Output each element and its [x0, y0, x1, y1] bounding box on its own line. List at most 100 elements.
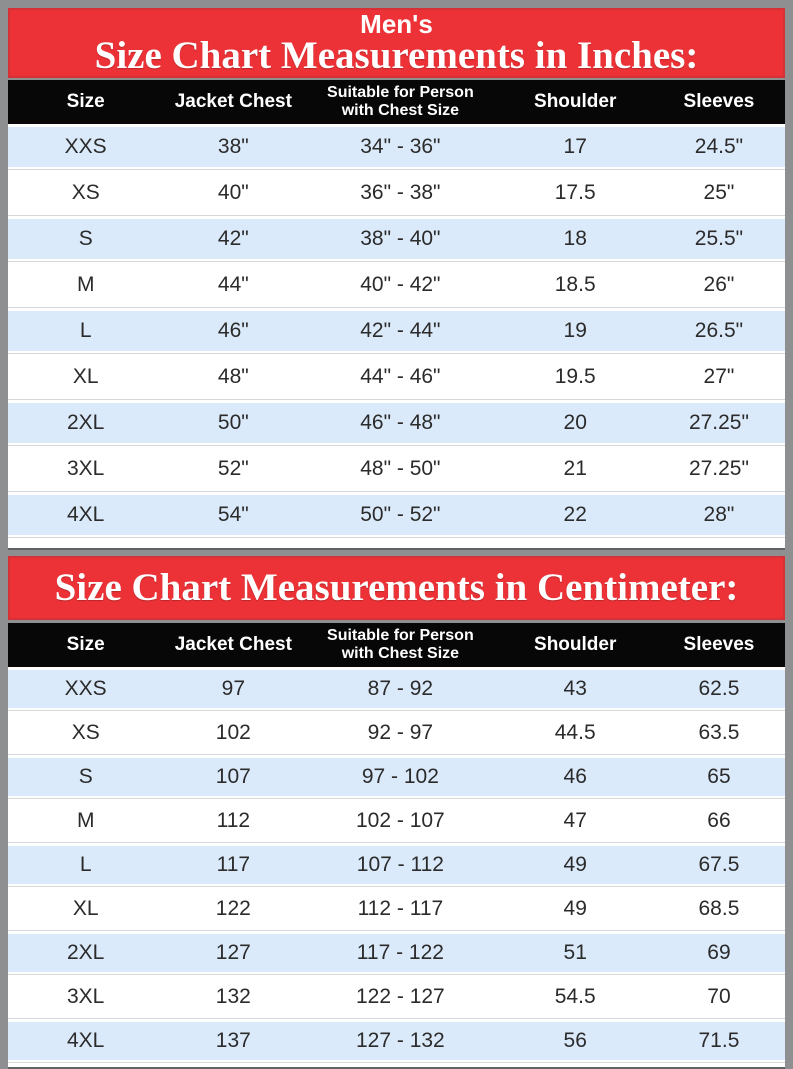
table-cell: 48" — [163, 353, 304, 400]
table-cell: 44" — [163, 261, 304, 308]
table-cell: 50" — [163, 399, 304, 446]
table-cell: 66 — [652, 798, 785, 843]
table-cell: 48" - 50" — [303, 445, 498, 492]
table-cell: 27.25" — [652, 399, 785, 446]
table-cell: L — [8, 307, 164, 354]
table-cell: 44.5 — [497, 710, 653, 755]
table-cell: 127 - 132 — [303, 1018, 498, 1063]
table-row: L 46" 42" - 44" 19 26.5" — [8, 307, 785, 354]
inches-table-header: Size Jacket Chest Suitable for Person with… — [8, 80, 785, 124]
table-cell: 27.25" — [652, 445, 785, 492]
cm-table-block: Size Jacket Chest Suitable for Person with… — [8, 623, 785, 1069]
table-cell: 40" — [163, 169, 304, 216]
table-cell: 21 — [497, 445, 653, 492]
table-cell: 92 - 97 — [303, 710, 498, 755]
table-cell: 87 - 92 — [303, 667, 498, 711]
inches-table-footer-strip — [8, 538, 785, 550]
table-row: 4XL 54" 50" - 52" 22 28" — [8, 491, 785, 538]
table-row: XS 40" 36" - 38" 17.5 25" — [8, 169, 785, 216]
table-cell: 26" — [652, 261, 785, 308]
table-cell: 3XL — [8, 974, 164, 1019]
column-header: Shoulder — [497, 80, 653, 124]
column-header: Size — [8, 623, 164, 667]
table-cell: 51 — [497, 930, 653, 975]
table-cell: S — [8, 215, 164, 262]
table-cell: 137 — [163, 1018, 304, 1063]
table-cell: 107 - 112 — [303, 842, 498, 887]
table-cell: 46 — [497, 754, 653, 799]
inches-table-body: XXS 38" 34" - 36" 17 24.5" XS 40" 36" - 38" 17.5… — [8, 124, 785, 538]
table-cell: 25" — [652, 169, 785, 216]
table-cell: 112 - 117 — [303, 886, 498, 931]
table-cell: 71.5 — [652, 1018, 785, 1063]
table-cell: 68.5 — [652, 886, 785, 931]
table-cell: 42" - 44" — [303, 307, 498, 354]
inches-title-banner: Men's Size Chart Measurements in Inches: — [8, 8, 785, 78]
table-cell: 107 — [163, 754, 304, 799]
table-row: S 42" 38" - 40" 18 25.5" — [8, 215, 785, 262]
table-cell: 46" — [163, 307, 304, 354]
table-cell: 44" - 46" — [303, 353, 498, 400]
table-cell: 3XL — [8, 445, 164, 492]
table-cell: 117 — [163, 842, 304, 887]
table-cell: 4XL — [8, 491, 164, 538]
cm-table-header: Size Jacket Chest Suitable for Person with… — [8, 623, 785, 667]
header-row: Size Jacket Chest Suitable for Person with… — [8, 623, 785, 667]
table-cell: 67.5 — [652, 842, 785, 887]
table-cell: 127 — [163, 930, 304, 975]
table-cell: 122 — [163, 886, 304, 931]
table-cell: 117 - 122 — [303, 930, 498, 975]
column-header: Suitable for Person with Chest Size — [303, 80, 498, 124]
table-cell: 122 - 127 — [303, 974, 498, 1019]
table-row: 3XL 52" 48" - 50" 21 27.25" — [8, 445, 785, 492]
table-cell: 49 — [497, 886, 653, 931]
table-row: M 44" 40" - 42" 18.5 26" — [8, 261, 785, 308]
table-cell: 34" - 36" — [303, 124, 498, 170]
table-cell: 69 — [652, 930, 785, 975]
table-cell: 97 - 102 — [303, 754, 498, 799]
table-cell: 19.5 — [497, 353, 653, 400]
table-cell: XXS — [8, 667, 164, 711]
table-cell: 19 — [497, 307, 653, 354]
table-cell: 18.5 — [497, 261, 653, 308]
cm-table-footer-strip — [8, 1063, 785, 1069]
table-cell: 27" — [652, 353, 785, 400]
table-cell: 112 — [163, 798, 304, 843]
table-cell: XL — [8, 886, 164, 931]
table-cell: 54" — [163, 491, 304, 538]
table-cell: 40" - 42" — [303, 261, 498, 308]
table-cell: 63.5 — [652, 710, 785, 755]
table-cell: 22 — [497, 491, 653, 538]
table-cell: 24.5" — [652, 124, 785, 170]
table-row: S 107 97 - 102 46 65 — [8, 754, 785, 799]
column-header: Size — [8, 80, 164, 124]
table-cell: 50" - 52" — [303, 491, 498, 538]
column-header: Shoulder — [497, 623, 653, 667]
table-row: M 112 102 - 107 47 66 — [8, 798, 785, 843]
table-cell: 132 — [163, 974, 304, 1019]
inches-table-block: Size Jacket Chest Suitable for Person with… — [8, 80, 785, 550]
table-cell: XL — [8, 353, 164, 400]
table-cell: 62.5 — [652, 667, 785, 711]
table-row: L 117 107 - 112 49 67.5 — [8, 842, 785, 887]
column-header: Sleeves — [652, 623, 785, 667]
table-cell: 26.5" — [652, 307, 785, 354]
table-cell: 46" - 48" — [303, 399, 498, 446]
cm-title-banner: Size Chart Measurements in Centimeter: — [8, 556, 785, 620]
table-cell: L — [8, 842, 164, 887]
table-cell: 17.5 — [497, 169, 653, 216]
table-cell: 70 — [652, 974, 785, 1019]
table-cell: M — [8, 798, 164, 843]
table-cell: 38" - 40" — [303, 215, 498, 262]
table-cell: 43 — [497, 667, 653, 711]
table-cell: S — [8, 754, 164, 799]
table-row: 3XL 132 122 - 127 54.5 70 — [8, 974, 785, 1019]
table-row: XXS 97 87 - 92 43 62.5 — [8, 667, 785, 711]
cm-table-body: XXS 97 87 - 92 43 62.5 XS 102 92 - 97 44.5 63.5 S 1… — [8, 667, 785, 1063]
table-cell: XXS — [8, 124, 164, 170]
table-row: XXS 38" 34" - 36" 17 24.5" — [8, 124, 785, 170]
table-cell: 49 — [497, 842, 653, 887]
table-cell: 17 — [497, 124, 653, 170]
table-cell: 65 — [652, 754, 785, 799]
